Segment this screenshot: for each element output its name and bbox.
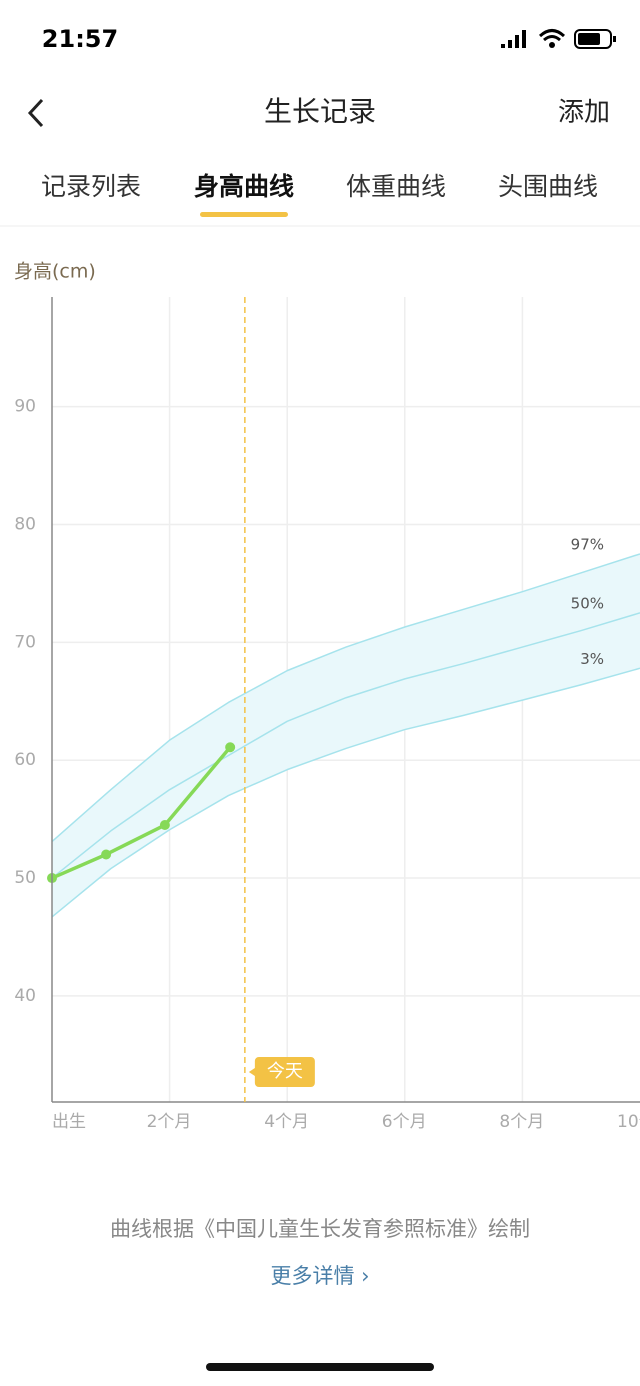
- y-axis-label: 身高(cm): [14, 261, 96, 283]
- nav-action[interactable]: 添加: [558, 98, 610, 128]
- x-tick-label: 2个月: [147, 1112, 192, 1132]
- data-point: [159, 820, 170, 831]
- tab-indicator: [200, 212, 288, 217]
- nav-title: 生长记录: [264, 95, 376, 128]
- tab[interactable]: 体重曲线: [346, 172, 446, 201]
- series-line: [51, 667, 640, 918]
- y-tick-label: 80: [14, 514, 36, 534]
- today-label: 今天: [267, 1061, 303, 1082]
- chart: 身高(cm) 40 50 60 70 80 90 出生 2个月 4个月 6个月 8个月 10个月 97% 5…: [14, 261, 640, 1132]
- percentile-band: [52, 553, 640, 917]
- series-label: 50%: [571, 594, 604, 612]
- x-tick-label: 8个月: [499, 1112, 544, 1132]
- x-tick-label: 10个月: [617, 1112, 640, 1132]
- x-tick-label: 4个月: [264, 1112, 309, 1132]
- x-tick-label: 6个月: [382, 1112, 427, 1132]
- series-line: [51, 612, 640, 879]
- status-time: 21:57: [42, 25, 118, 53]
- data-point: [225, 742, 236, 753]
- series-label: 97%: [571, 535, 604, 553]
- status-icons: [501, 29, 616, 49]
- data-point: [101, 849, 112, 860]
- x-tick-label: 出生: [52, 1112, 86, 1132]
- tab[interactable]: 头围曲线: [498, 172, 598, 201]
- tab-bar: 记录列表 身高曲线 体重曲线 头围曲线: [41, 172, 598, 217]
- more-link[interactable]: 更多详情 ›: [270, 1264, 369, 1288]
- y-tick-label: 40: [14, 986, 36, 1006]
- today-badge: [248, 1057, 315, 1087]
- y-tick-label: 60: [14, 750, 36, 770]
- y-tick-label: 50: [14, 868, 36, 888]
- tab[interactable]: 记录列表: [41, 172, 141, 201]
- series-line: [51, 553, 640, 843]
- footer-note: 曲线根据《中国儿童生长发育参照标准》绘制: [110, 1217, 530, 1241]
- series-label: 3%: [580, 650, 604, 668]
- series-line: [51, 746, 232, 880]
- y-tick-label: 70: [14, 632, 36, 652]
- home-indicator: [206, 1363, 434, 1371]
- tab[interactable]: 身高曲线: [194, 172, 294, 201]
- y-tick-label: 90: [14, 397, 36, 417]
- back-button[interactable]: [27, 98, 44, 128]
